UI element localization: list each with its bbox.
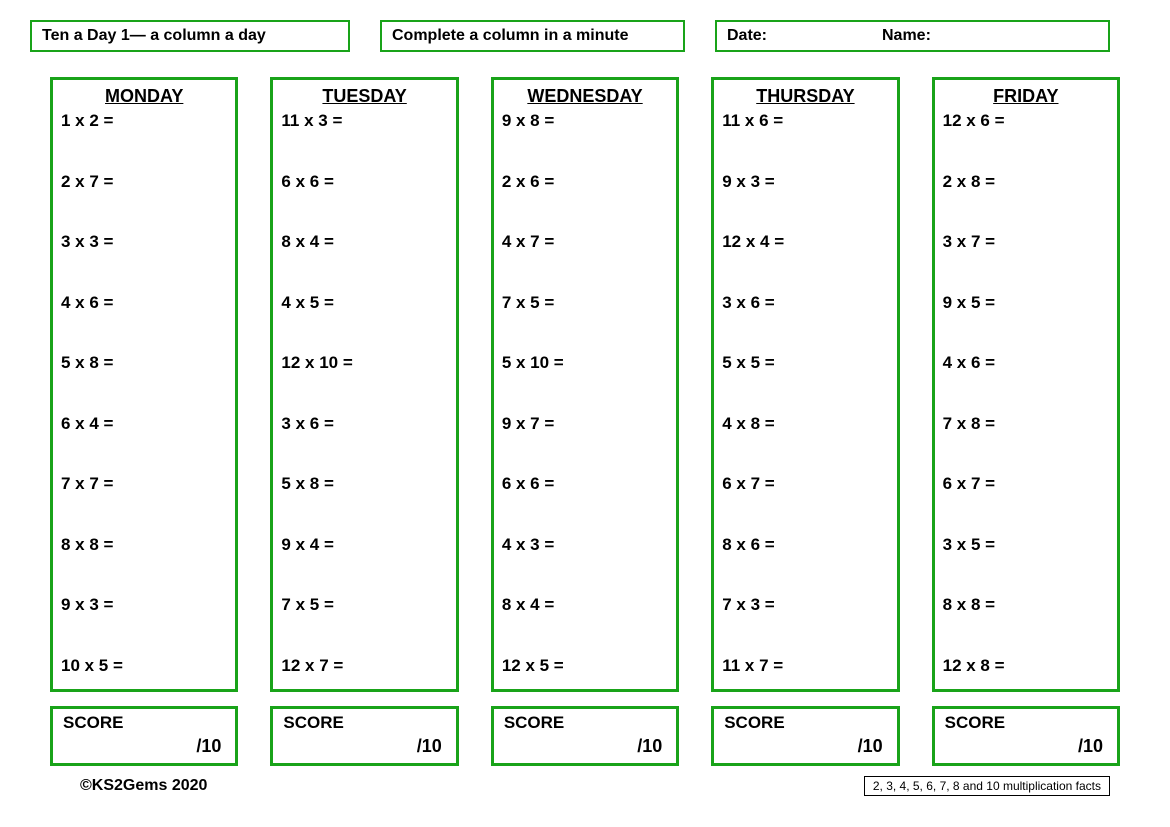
day-column: FRIDAY 12 x 6 = 2 x 8 = 3 x 7 = 9 x 5 = 4 x 6… xyxy=(932,77,1120,766)
problem: 9 x 5 = xyxy=(943,293,1109,313)
problem: 12 x 4 = xyxy=(722,232,888,252)
problem: 8 x 8 = xyxy=(61,535,227,555)
problem: 12 x 5 = xyxy=(502,656,668,676)
instruction-text: Complete a column in a minute xyxy=(392,27,628,45)
problem: 5 x 5 = xyxy=(722,353,888,373)
title-box: Ten a Day 1— a column a day xyxy=(30,20,350,52)
problem: 12 x 8 = xyxy=(943,656,1109,676)
day-column: MONDAY 1 x 2 = 2 x 7 = 3 x 3 = 4 x 6 = 5 x 8 … xyxy=(50,77,238,766)
problem: 5 x 8 = xyxy=(61,353,227,373)
score-box: SCORE/10 xyxy=(491,706,679,766)
day-title: MONDAY xyxy=(61,86,227,107)
problem: 7 x 8 = xyxy=(943,414,1109,434)
problem: 9 x 3 = xyxy=(61,595,227,615)
problem: 6 x 6 = xyxy=(281,172,447,192)
problem: 4 x 8 = xyxy=(722,414,888,434)
score-denominator: /10 xyxy=(1078,736,1103,757)
problem: 6 x 6 = xyxy=(502,474,668,494)
facts-box: 2, 3, 4, 5, 6, 7, 8 and 10 multiplicatio… xyxy=(864,776,1110,796)
problem: 5 x 10 = xyxy=(502,353,668,373)
problem: 9 x 7 = xyxy=(502,414,668,434)
day-box: THURSDAY 11 x 6 = 9 x 3 = 12 x 4 = 3 x 6 = 5 … xyxy=(711,77,899,692)
problem: 9 x 3 = xyxy=(722,172,888,192)
header-row: Ten a Day 1— a column a day Complete a c… xyxy=(30,20,1140,52)
problems-list: 12 x 6 = 2 x 8 = 3 x 7 = 9 x 5 = 4 x 6 = 7 x … xyxy=(943,111,1109,676)
score-box: SCORE/10 xyxy=(50,706,238,766)
date-name-box: Date: Name: xyxy=(715,20,1110,52)
problem: 12 x 7 = xyxy=(281,656,447,676)
problem: 6 x 7 = xyxy=(722,474,888,494)
day-title: TUESDAY xyxy=(281,86,447,107)
problem: 10 x 5 = xyxy=(61,656,227,676)
problems-list: 11 x 3 = 6 x 6 = 8 x 4 = 4 x 5 = 12 x 10 = 3 … xyxy=(281,111,447,676)
day-column: THURSDAY 11 x 6 = 9 x 3 = 12 x 4 = 3 x 6 = 5 … xyxy=(711,77,899,766)
problem: 3 x 3 = xyxy=(61,232,227,252)
name-label: Name: xyxy=(882,27,931,45)
day-title: WEDNESDAY xyxy=(502,86,668,107)
day-box: WEDNESDAY 9 x 8 = 2 x 6 = 4 x 7 = 7 x 5 = 5 x… xyxy=(491,77,679,692)
problem: 9 x 4 = xyxy=(281,535,447,555)
problems-list: 1 x 2 = 2 x 7 = 3 x 3 = 4 x 6 = 5 x 8 = 6 x 4… xyxy=(61,111,227,676)
problem: 7 x 5 = xyxy=(281,595,447,615)
problems-list: 11 x 6 = 9 x 3 = 12 x 4 = 3 x 6 = 5 x 5 = 4 x… xyxy=(722,111,888,676)
day-column: TUESDAY 11 x 3 = 6 x 6 = 8 x 4 = 4 x 5 = 12 x… xyxy=(270,77,458,766)
problem: 12 x 10 = xyxy=(281,353,447,373)
score-denominator: /10 xyxy=(417,736,442,757)
problem: 5 x 8 = xyxy=(281,474,447,494)
problem: 7 x 3 = xyxy=(722,595,888,615)
problem: 6 x 4 = xyxy=(61,414,227,434)
problem: 7 x 5 = xyxy=(502,293,668,313)
day-title: FRIDAY xyxy=(943,86,1109,107)
problem: 11 x 7 = xyxy=(722,656,888,676)
copyright-text: ©KS2Gems 2020 xyxy=(80,777,207,795)
problems-list: 9 x 8 = 2 x 6 = 4 x 7 = 7 x 5 = 5 x 10 = 9 x … xyxy=(502,111,668,676)
problem: 4 x 5 = xyxy=(281,293,447,313)
problem: 12 x 6 = xyxy=(943,111,1109,131)
problem: 8 x 8 = xyxy=(943,595,1109,615)
instruction-box: Complete a column in a minute xyxy=(380,20,685,52)
problem: 1 x 2 = xyxy=(61,111,227,131)
worksheet-page: Ten a Day 1— a column a day Complete a c… xyxy=(0,0,1170,816)
problem: 8 x 4 = xyxy=(281,232,447,252)
problem: 2 x 8 = xyxy=(943,172,1109,192)
problem: 3 x 5 = xyxy=(943,535,1109,555)
day-box: FRIDAY 12 x 6 = 2 x 8 = 3 x 7 = 9 x 5 = 4 x 6… xyxy=(932,77,1120,692)
day-box: TUESDAY 11 x 3 = 6 x 6 = 8 x 4 = 4 x 5 = 12 x… xyxy=(270,77,458,692)
problem: 11 x 3 = xyxy=(281,111,447,131)
problem: 2 x 6 = xyxy=(502,172,668,192)
columns-row: MONDAY 1 x 2 = 2 x 7 = 3 x 3 = 4 x 6 = 5 x 8 … xyxy=(30,77,1140,766)
score-denominator: /10 xyxy=(196,736,221,757)
problem: 3 x 7 = xyxy=(943,232,1109,252)
score-label: SCORE xyxy=(283,713,445,733)
problem: 8 x 4 = xyxy=(502,595,668,615)
day-title: THURSDAY xyxy=(722,86,888,107)
score-denominator: /10 xyxy=(637,736,662,757)
title-text: Ten a Day 1— a column a day xyxy=(42,27,266,45)
problem: 9 x 8 = xyxy=(502,111,668,131)
problem: 4 x 6 = xyxy=(943,353,1109,373)
problem: 7 x 7 = xyxy=(61,474,227,494)
score-label: SCORE xyxy=(504,713,666,733)
problem: 8 x 6 = xyxy=(722,535,888,555)
score-box: SCORE/10 xyxy=(270,706,458,766)
problem: 3 x 6 = xyxy=(281,414,447,434)
score-box: SCORE/10 xyxy=(711,706,899,766)
score-denominator: /10 xyxy=(858,736,883,757)
problem: 11 x 6 = xyxy=(722,111,888,131)
problem: 4 x 6 = xyxy=(61,293,227,313)
date-label: Date: xyxy=(727,27,882,45)
score-label: SCORE xyxy=(945,713,1107,733)
day-box: MONDAY 1 x 2 = 2 x 7 = 3 x 3 = 4 x 6 = 5 x 8 … xyxy=(50,77,238,692)
problem: 4 x 3 = xyxy=(502,535,668,555)
problem: 2 x 7 = xyxy=(61,172,227,192)
score-box: SCORE/10 xyxy=(932,706,1120,766)
problem: 6 x 7 = xyxy=(943,474,1109,494)
problem: 4 x 7 = xyxy=(502,232,668,252)
day-column: WEDNESDAY 9 x 8 = 2 x 6 = 4 x 7 = 7 x 5 = 5 x… xyxy=(491,77,679,766)
footer-row: ©KS2Gems 2020 2, 3, 4, 5, 6, 7, 8 and 10… xyxy=(30,766,1140,796)
score-label: SCORE xyxy=(63,713,225,733)
problem: 3 x 6 = xyxy=(722,293,888,313)
score-label: SCORE xyxy=(724,713,886,733)
